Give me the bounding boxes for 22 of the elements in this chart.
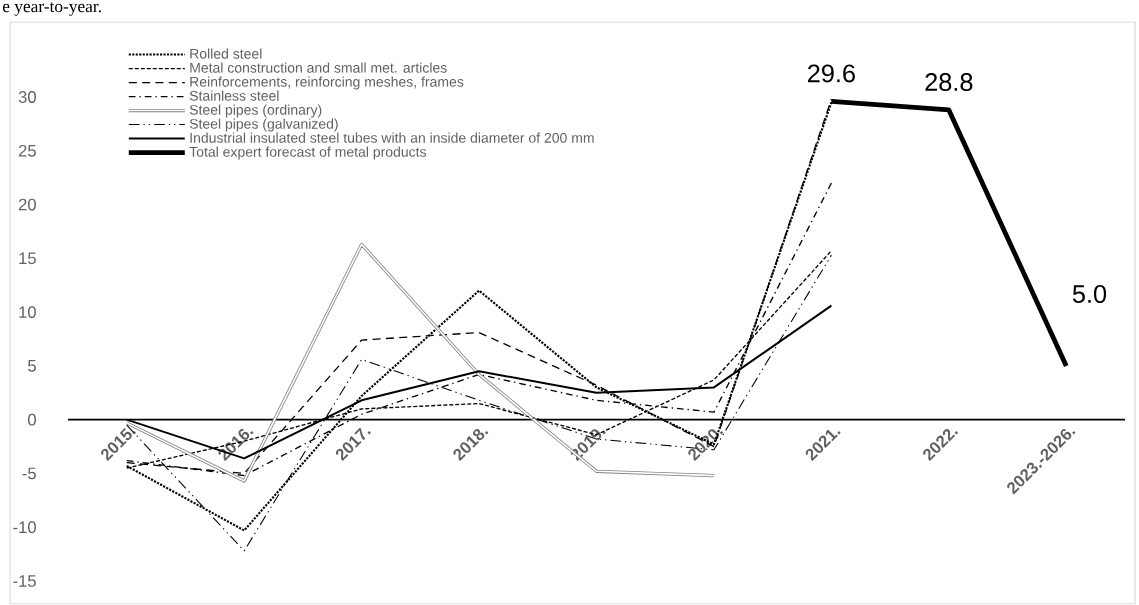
y-tick-label: 0	[28, 414, 36, 426]
y-tick-label: -5	[22, 467, 36, 480]
legend-label: Reinforcements, reinforcing meshes, frames	[190, 76, 464, 90]
y-tick-label: -10	[13, 521, 36, 534]
legend-label: Metal construction and small met. articles	[190, 62, 447, 73]
data-label: 28.8	[925, 73, 973, 92]
legend-label: Steel pipes (galvanized)	[189, 118, 338, 132]
legend-label: Steel pipes (ordinary)	[189, 104, 322, 118]
y-tick-label: 5	[28, 360, 36, 372]
y-tick-label: 20	[18, 198, 36, 211]
y-tick-label: 25	[18, 145, 36, 157]
legend-label: Industrial insulated steel tubes with an inside diameter of 200 mm	[190, 132, 594, 144]
y-tick-label: -15	[13, 575, 36, 588]
legend-label: Rolled steel	[190, 48, 262, 59]
text: e year-to-year.	[2, 2, 101, 16]
y-tick-label: 15	[19, 252, 36, 265]
legend-label: Total expert forecast of metal products	[189, 146, 426, 160]
y-tick-label: 10	[19, 306, 36, 319]
data-label: 5.0	[1072, 285, 1107, 304]
legend-label: Stainless steel	[189, 90, 279, 102]
data-label: 29.6	[808, 64, 855, 83]
y-tick-label: 30	[18, 91, 36, 104]
